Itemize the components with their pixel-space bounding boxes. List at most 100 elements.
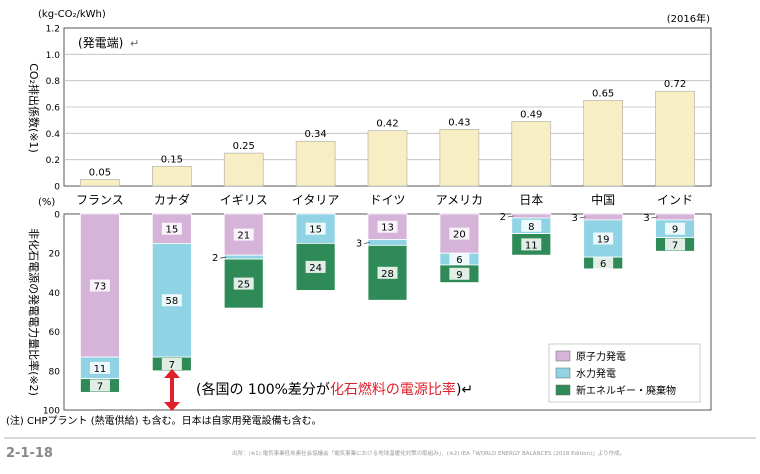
legend-swatch: [555, 350, 571, 362]
bottom-label-bg: [233, 277, 254, 290]
bottom-y-tick-label: 100: [43, 407, 60, 417]
category-label: アメリカ: [436, 193, 483, 207]
bottom-label-bg: [665, 222, 686, 235]
top-bar: [439, 129, 480, 187]
bottom-leader-line: [220, 256, 227, 259]
bottom-y-tick-label: 60: [49, 328, 61, 338]
bottom-segment-label: 6: [456, 255, 462, 266]
bottom-label-bg: [449, 267, 470, 280]
bottom-segment-label: 73: [94, 282, 107, 293]
difference-annotation: (各国の 100%差分が化石燃料の電源比率)↵: [196, 381, 473, 398]
bottom-segment-label: 24: [309, 263, 322, 274]
bottom-segment-label: 11: [525, 240, 538, 251]
top-bar-value-label: 0.49: [520, 109, 542, 120]
bottom-label-bg: [449, 253, 470, 266]
top-bar: [80, 179, 120, 187]
bottom-y-tick-label: 40: [49, 289, 61, 299]
bottom-segment-label: 58: [165, 296, 178, 307]
category-label: フランス: [76, 193, 124, 207]
bottom-segment-label: 7: [169, 360, 175, 371]
bottom-y-tick-label: 20: [49, 250, 61, 260]
bottom-y-tick-label: 0: [54, 211, 60, 221]
panel-label: (発電端): [78, 36, 123, 50]
top-y-tick-label: 0.6: [46, 104, 61, 114]
bottom-bar-segment: [583, 213, 624, 221]
top-y-ticks: 0 0.2 0.4 0.6 0.8 1.0 1.2: [46, 25, 61, 193]
top-bar: [655, 90, 695, 187]
bottom-segment-label: 2: [212, 253, 218, 264]
top-bar: [583, 100, 623, 187]
bottom-segment-label: 7: [672, 240, 678, 251]
top-bar-value-label: 0.25: [233, 141, 255, 152]
bottom-segment-label: 9: [456, 270, 462, 281]
bottom-leader-line: [507, 215, 514, 218]
legend-label: 水力発電: [576, 367, 616, 380]
legend-box: [548, 343, 701, 403]
top-y-tick-label: 1.2: [46, 25, 60, 35]
bottom-segment-label: 21: [237, 231, 250, 242]
bottom-label-bg: [161, 294, 182, 307]
bottom-bar-segment: [223, 254, 264, 260]
bottom-segment-label: 3: [643, 213, 649, 224]
bottom-segment-label: 15: [309, 225, 322, 236]
figure-number: 2-1-18: [6, 446, 53, 461]
bottom-label-bg: [89, 379, 110, 392]
bottom-leader-line: [651, 216, 658, 219]
bottom-segment-label: 19: [597, 235, 610, 246]
top-y-tick-label: 0.8: [46, 77, 61, 87]
annotation-suffix: )↵: [456, 382, 473, 398]
bottom-segment-label: 28: [381, 269, 394, 280]
bottom-label-bg: [89, 361, 110, 374]
bottom-segment-label: 20: [453, 230, 466, 241]
bottom-y-ticks: 0 20 40 60 80 100: [43, 211, 60, 417]
bottom-segment-label: 2: [500, 212, 506, 223]
legend-swatch: [555, 384, 571, 396]
top-bar-value-label: 0.43: [448, 117, 470, 128]
bottom-y-axis-label: 非化石電源の発電電力量比率(※2): [27, 228, 41, 396]
category-label: イギリス: [220, 193, 268, 207]
bottom-leader-line: [363, 242, 371, 244]
bottom-segment-label: 15: [165, 225, 178, 236]
annotation-highlight: 化石燃料の電源比率: [330, 381, 456, 398]
category-labels: フランス カナダ イギリス イタリア ドイツ アメリカ 日本 中国 インド: [76, 192, 693, 207]
bottom-unit-label: (%): [38, 197, 55, 208]
category-label: ドイツ: [369, 193, 405, 207]
unit-label: (kg-CO₂/kWh): [38, 9, 106, 20]
difference-arrow: [164, 369, 180, 411]
bottom-segment-label: 3: [571, 213, 577, 224]
top-bar: [511, 121, 552, 187]
top-y-tick-label: 0: [54, 183, 60, 193]
top-y-tick-label: 0.4: [46, 130, 61, 140]
legend-label: 原子力発電: [576, 350, 626, 363]
bottom-label-bg: [449, 227, 470, 240]
bottom-label-bg: [521, 219, 542, 232]
bottom-bar-segment: [655, 213, 695, 221]
category-label: イタリア: [292, 193, 340, 207]
top-bar-value-label: 0.65: [592, 88, 614, 99]
top-bar: [295, 140, 336, 187]
top-bar-value-label: 0.42: [376, 119, 398, 130]
top-bars: 0.05 0.15 0.25 0.34 0.42 0.43 0.49 0.65 0.72: [80, 79, 695, 187]
bottom-label-bg: [305, 222, 326, 235]
top-y-tick-label: 1.0: [46, 51, 61, 61]
bottom-label-bg: [377, 266, 398, 279]
footnote: (注) CHPプラント (熱電供給) も含む。日本は自家用発電設備も含む。: [6, 414, 322, 427]
top-bar-value-label: 0.72: [664, 79, 686, 90]
bottom-segment-label: 9: [672, 225, 678, 236]
bottom-label-bg: [305, 260, 326, 273]
bottom-y-tick-label: 80: [49, 367, 61, 377]
bottom-segment-label: 13: [381, 223, 394, 234]
top-y-axis-label: CO₂排出係数(※1): [27, 63, 41, 153]
top-bar-value-label: 0.05: [89, 167, 111, 178]
bottom-segment-label: 8: [528, 222, 534, 233]
top-bar-value-label: 0.15: [161, 154, 183, 165]
top-y-tick-label: 0.2: [46, 156, 60, 166]
bottom-label-bg: [593, 257, 614, 269]
bottom-bar-segment: [151, 242, 192, 358]
bottom-label-bg: [593, 232, 614, 245]
top-bar: [223, 152, 264, 187]
top-bar-value-label: 0.34: [304, 129, 326, 140]
category-label: 日本: [519, 193, 543, 207]
